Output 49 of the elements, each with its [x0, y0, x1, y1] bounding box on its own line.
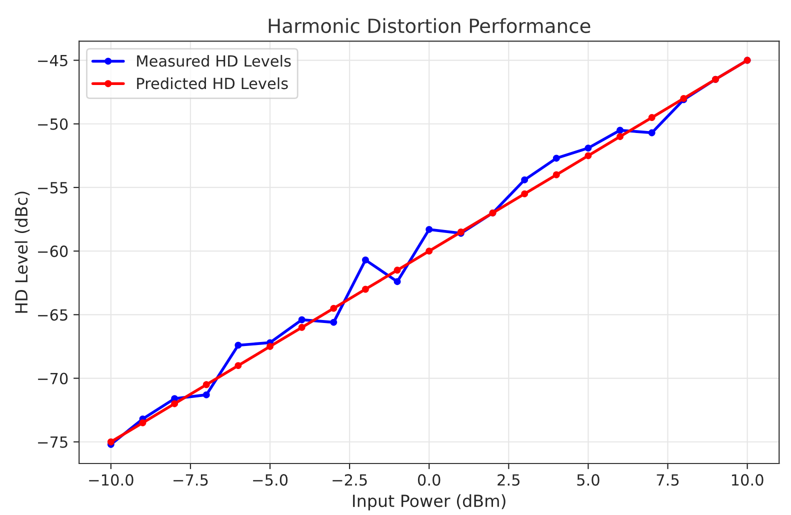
point [616, 133, 624, 140]
point [362, 256, 369, 264]
y-tick-label: −50 [38, 118, 68, 130]
point [521, 176, 528, 184]
point [552, 171, 560, 178]
x-tick-label: 5.0 [577, 474, 600, 486]
point [298, 316, 306, 324]
x-axis-title: Input Power (dBm) [353, 494, 506, 510]
point [202, 391, 210, 398]
point [234, 362, 242, 370]
point [171, 400, 178, 408]
point [266, 343, 274, 350]
point [584, 144, 592, 152]
y-tick-label: −45 [38, 54, 68, 66]
x-tick-label: −10.0 [89, 474, 134, 486]
y-tick-label: −70 [38, 372, 68, 384]
y-axis-title: HD Level (dBc) [14, 192, 30, 313]
point [394, 278, 401, 286]
y-tick-label: −55 [38, 182, 68, 194]
x-tick-label: 0.0 [418, 474, 440, 486]
point [648, 129, 656, 136]
point [234, 342, 242, 349]
point [330, 318, 338, 326]
legend-label: Predicted HD Levels [137, 77, 288, 90]
point [426, 226, 433, 233]
point [202, 381, 210, 388]
point [584, 152, 592, 160]
point [330, 304, 338, 312]
point [298, 324, 306, 331]
point [426, 248, 433, 255]
point [362, 286, 369, 293]
point [107, 438, 114, 446]
point [394, 266, 401, 274]
x-tick-label: 2.5 [498, 474, 520, 486]
x-tick-label: −2.5 [332, 474, 367, 486]
point [552, 154, 560, 162]
x-tick-label: 10.0 [732, 474, 764, 486]
x-tick-label: −7.5 [174, 474, 208, 486]
chart-title: Harmonic Distortion Performance [268, 18, 590, 34]
x-tick-label: 7.5 [656, 474, 679, 486]
point [648, 114, 656, 121]
legend-label: Measured HD Levels [137, 54, 291, 67]
point [139, 419, 146, 426]
y-tick-label: −65 [38, 309, 68, 321]
x-tick-label: −5.0 [253, 474, 288, 486]
point [521, 190, 528, 198]
y-tick-label: −75 [38, 436, 68, 448]
y-tick-label: −60 [38, 246, 68, 258]
point [616, 126, 624, 134]
